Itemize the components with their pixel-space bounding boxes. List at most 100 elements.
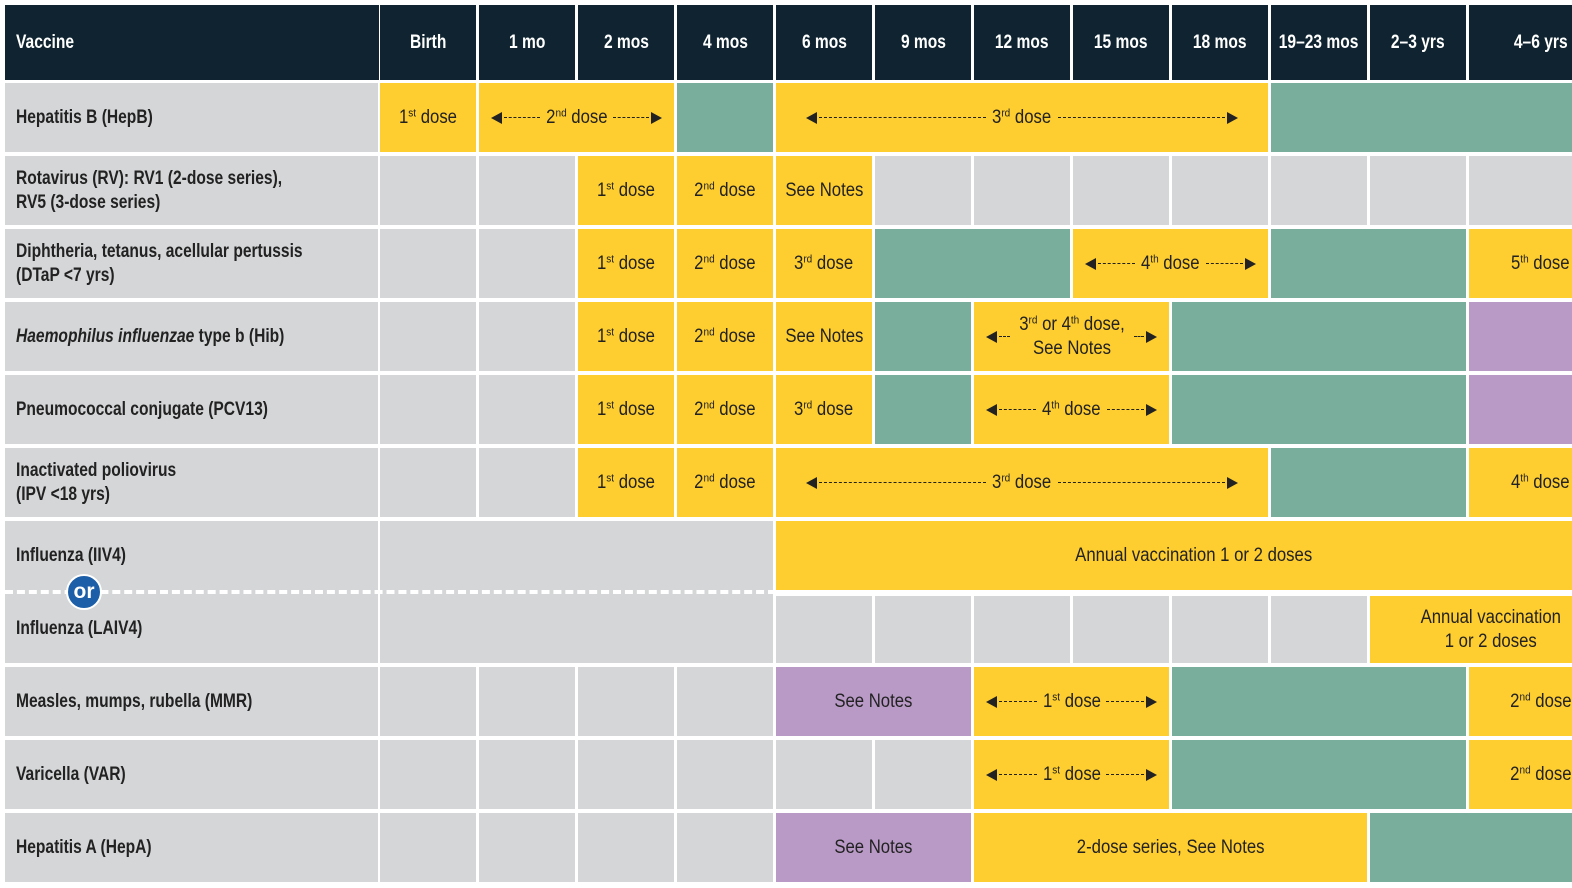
label-segment: Influenza (IIV4) [16,544,126,566]
label-segment: Hepatitis B (HepB) [16,106,153,128]
cell-text: Annual vaccination 1 or 2 doses [1075,544,1312,568]
label-text: Haemophilus influenzae type b (Hib) [16,325,284,349]
dash-line [1106,774,1145,775]
text-line: 2nd dose [694,252,755,276]
cell-text: 4th dose [1511,471,1570,495]
schedule-cell: 3rd dose [776,229,872,298]
cell-text: 2nd dose [1510,690,1571,714]
schedule-cell: 4th dose [1469,448,1572,517]
schedule-cell [578,667,674,736]
schedule-cell [1469,156,1572,225]
schedule-cell [1271,83,1572,152]
text: 2 [694,252,704,274]
superscript: nd [703,326,715,339]
text-line: 2-dose series, See Notes [1077,836,1265,860]
schedule-cell [380,667,476,736]
cell-text: 2nd dose [694,398,755,422]
header-cell: 2 mos [578,5,674,80]
label-text: Hepatitis A (HepA) [16,836,152,860]
cell-text: 1st dose [1042,690,1100,714]
schedule-cell [578,813,674,882]
schedule-cell [479,448,575,517]
header-cell: 12 mos [974,5,1070,80]
text: dose [1158,252,1200,274]
row-label: Influenza (IIV4) [16,521,150,590]
dash-line [613,117,650,118]
text-line: Annual vaccination [1421,606,1561,630]
text: dose [714,471,756,493]
text: 2 [694,471,704,493]
label-line: Influenza (LAIV4) [16,617,142,641]
row-label: Inactivated poliovirus (IPV <18 yrs) [5,448,378,517]
schedule-cell: 1st dose [974,740,1169,809]
text-line: 2nd dose [694,325,755,349]
superscript: st [1051,764,1060,777]
superscript: nd [703,399,715,412]
schedule-cell: 3rd dose [776,448,1268,517]
text: dose [1528,471,1570,493]
text: 3 [794,252,804,274]
arrowhead [1146,695,1158,708]
label-segment: Pneumococcal conjugate (PCV13) [16,398,268,420]
arrowhead [1146,768,1158,781]
schedule-cell [875,740,971,809]
text: 1 [596,325,607,347]
dash-line [1133,336,1145,337]
schedule-cell [1172,596,1268,663]
schedule-cell: Annual vaccination 1 or 2 doses [776,521,1572,590]
schedule-cell [776,596,872,663]
schedule-cell [380,229,476,298]
text-line: 1st dose [597,471,655,495]
row-label: Diphtheria, tetanus, acellular pertussis… [5,229,378,298]
cell-text: 1st dose [597,398,655,422]
schedule-cell: 2-dose series, See Notes [974,813,1367,882]
schedule-cell [875,375,971,444]
cell-text: Annual vaccination 1 or 2 doses [1421,606,1561,654]
text: dose [714,179,756,201]
text-line: 3rd dose [992,471,1051,495]
dash-line [998,409,1037,410]
schedule-cell: 3rd dose [776,83,1268,152]
label-line: Rotavirus (RV): RV1 (2-dose series), [16,167,282,191]
text-line: 2nd dose [694,471,755,495]
superscript: st [408,107,417,120]
schedule-cell [875,156,971,225]
cell-text: 5th dose [1511,252,1570,276]
superscript: st [1051,691,1060,704]
text: Annual vaccination [1420,606,1562,628]
schedule-cell: 1st dose [578,302,674,371]
cell-text: See Notes [785,179,863,203]
arrow: 4th dose [985,398,1158,422]
superscript: nd [703,253,715,266]
text-line: 4th dose [1511,471,1570,495]
cell-text: 3rd or 4th dose, See Notes [1019,313,1125,361]
schedule-cell [1271,596,1367,663]
age-label: 15 mos [1094,31,1148,53]
label-text: Pneumococcal conjugate (PCV13) [16,398,268,422]
text: See Notes [784,179,864,201]
text: 5 [1511,252,1521,274]
schedule-cell: 1st dose [974,667,1169,736]
dash-line [818,117,987,118]
superscript: th [1150,253,1159,266]
superscript: nd [1519,764,1531,777]
label-line: Hepatitis B (HepB) [16,106,153,130]
label-line: Inactivated poliovirus [16,459,176,483]
superscript: rd [1001,107,1011,120]
superscript: st [606,326,615,339]
text: dose [812,398,854,420]
text: 1 [1042,690,1052,712]
text-line: 1 or 2 doses [1445,630,1537,654]
arrowhead [985,403,997,416]
cell-text: 1st dose [597,471,655,495]
text: dose [1530,763,1572,785]
schedule-cell [875,229,1070,298]
dash-line [998,701,1037,702]
cell-text: 1st dose [1042,763,1100,787]
schedule-cell [380,375,476,444]
age-label: 1 mo [508,31,546,53]
text: dose [1010,471,1052,493]
text: dose [1010,106,1052,128]
